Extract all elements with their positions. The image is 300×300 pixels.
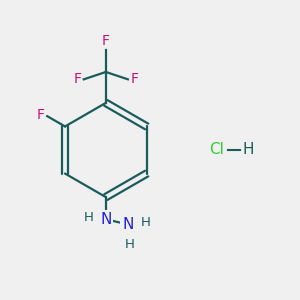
Text: H: H	[140, 216, 150, 229]
Text: N: N	[122, 217, 134, 232]
Text: F: F	[36, 108, 44, 122]
Text: N: N	[100, 212, 112, 227]
Text: F: F	[102, 34, 110, 48]
Text: Cl: Cl	[209, 142, 224, 158]
Text: F: F	[74, 72, 81, 86]
Text: H: H	[84, 211, 94, 224]
Text: H: H	[125, 238, 135, 251]
Text: F: F	[130, 72, 138, 86]
Text: H: H	[243, 142, 254, 158]
